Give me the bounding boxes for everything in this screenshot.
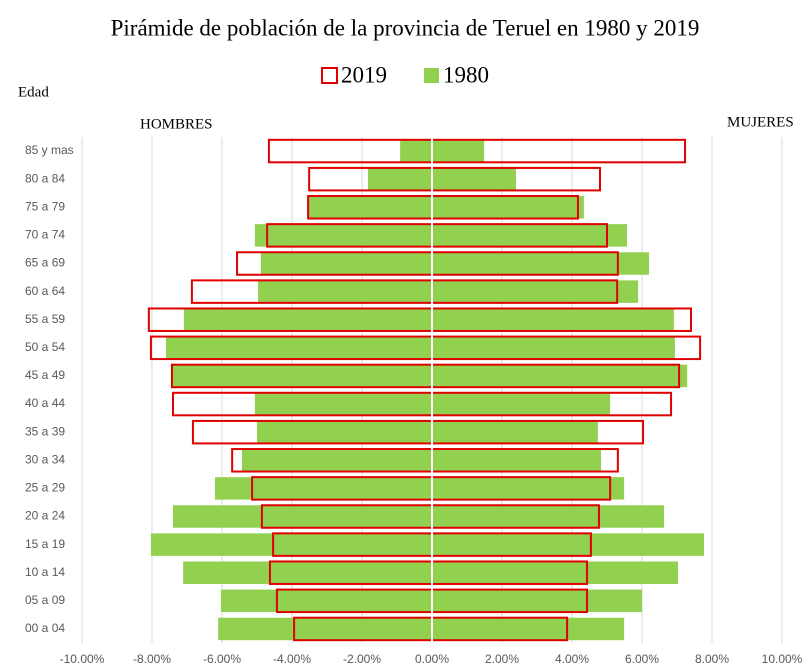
x-tick-label: -4.00% — [273, 652, 311, 666]
x-tick-label: -6.00% — [203, 652, 241, 666]
bar — [432, 139, 485, 163]
y-tick-label: 35 a 39 — [25, 424, 65, 438]
right-label: MUJERES — [727, 114, 794, 130]
bar — [254, 392, 432, 416]
legend-swatch — [321, 67, 338, 84]
legend-swatch — [424, 68, 439, 83]
bar — [367, 167, 432, 191]
bar — [173, 505, 432, 528]
y-tick-label: 75 a 79 — [25, 199, 65, 213]
y-tick-label: 60 a 64 — [25, 284, 65, 298]
bar — [220, 589, 432, 613]
bar — [432, 617, 625, 641]
x-tick-label: 6.00% — [625, 652, 659, 666]
bar — [432, 533, 704, 556]
bar — [432, 224, 627, 247]
bar — [218, 617, 432, 641]
y-tick-label: 05 a 09 — [25, 593, 65, 607]
y-tick-label: 10 a 14 — [25, 565, 65, 579]
bar — [258, 280, 432, 303]
y-tick-label: 50 a 54 — [25, 340, 65, 354]
y-tick-label: 80 a 84 — [25, 171, 65, 185]
x-tick-label: 10.00% — [762, 652, 803, 666]
x-tick-label: 4.00% — [555, 652, 589, 666]
bar — [432, 252, 649, 275]
bar — [260, 252, 432, 275]
y-tick-label: 85 y mas — [25, 143, 74, 157]
bar — [432, 167, 516, 191]
legend-label: 1980 — [443, 62, 489, 87]
x-tick-label: -8.00% — [133, 652, 171, 666]
bar — [215, 477, 432, 500]
y-axis-label: Edad — [18, 84, 49, 100]
bar — [183, 561, 432, 584]
x-tick-label: -10.00% — [60, 652, 105, 666]
bar — [400, 139, 432, 163]
bar — [308, 196, 432, 219]
x-tick-label: 2.00% — [485, 652, 519, 666]
bar — [432, 196, 584, 219]
y-tick-label: 00 a 04 — [25, 621, 65, 635]
legend-label: 2019 — [341, 62, 387, 87]
y-tick-label: 40 a 44 — [25, 396, 65, 410]
bar — [432, 308, 674, 331]
y-tick-label: 20 a 24 — [25, 509, 65, 523]
y-tick-label: 65 a 69 — [25, 256, 65, 270]
bar — [432, 449, 602, 472]
bar — [432, 364, 688, 388]
x-tick-label: 0.00% — [415, 652, 449, 666]
bar — [432, 589, 642, 613]
bar — [432, 505, 665, 528]
x-tick-label: -2.00% — [343, 652, 381, 666]
bar — [171, 364, 432, 388]
x-tick-label: 8.00% — [695, 652, 729, 666]
bar — [432, 477, 625, 500]
y-tick-label: 55 a 59 — [25, 312, 65, 326]
y-tick-label: 25 a 29 — [25, 481, 65, 495]
bar — [432, 336, 675, 360]
bar — [254, 224, 432, 247]
y-tick-label: 70 a 74 — [25, 228, 65, 242]
y-tick-label: 30 a 34 — [25, 452, 65, 466]
y-tick-label: 45 a 49 — [25, 368, 65, 382]
bar — [150, 533, 432, 556]
left-label: HOMBRES — [140, 116, 213, 132]
bar — [183, 308, 432, 331]
bar — [432, 420, 598, 444]
bar — [432, 280, 639, 303]
bar — [241, 449, 432, 472]
bar — [432, 392, 611, 416]
y-tick-label: 15 a 19 — [25, 537, 65, 551]
bar — [432, 561, 679, 584]
bar — [166, 336, 432, 360]
bar — [257, 420, 432, 444]
chart-title: Pirámide de población de la provincia de… — [111, 15, 700, 40]
